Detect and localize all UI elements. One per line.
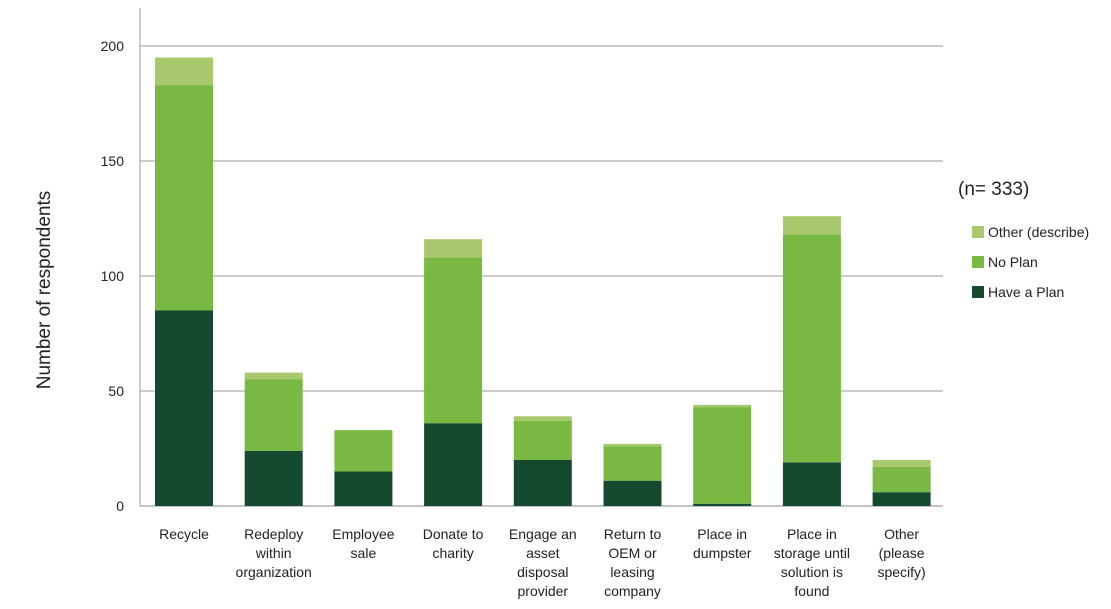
bar-segment	[244, 372, 303, 380]
y-tick-labels: 0 50 100 150 200	[101, 38, 125, 514]
category-label: Return to OEM or leasing company	[604, 526, 662, 599]
category-label: Place in dumpster	[693, 526, 752, 561]
category-label: Other (please specify)	[877, 526, 925, 580]
legend-swatch	[972, 256, 984, 268]
y-tick-label: 200	[101, 38, 125, 54]
y-tick-label: 150	[101, 153, 125, 169]
category-label: Engage an asset disposal provider	[509, 526, 577, 599]
bar-segment	[334, 430, 393, 472]
sample-size-note: (n= 333)	[958, 179, 1029, 200]
bar-segment	[155, 57, 213, 86]
bar-segment	[424, 257, 483, 424]
bar-segment	[603, 443, 662, 447]
y-axis-label: Number of respondents	[34, 191, 55, 390]
bar-segment	[782, 234, 841, 463]
legend-swatch	[972, 226, 984, 238]
bar-segment	[603, 446, 662, 481]
legend-label: Other (describe)	[988, 224, 1089, 240]
bar-segment	[513, 420, 572, 460]
bar-segment	[155, 85, 213, 311]
bar-segment	[244, 450, 303, 506]
bar-segment	[782, 462, 841, 506]
bar-segment	[334, 471, 393, 506]
bar-segment	[693, 407, 752, 504]
category-label: Place in storage until solution is found	[774, 526, 850, 599]
bar-segment	[603, 480, 662, 506]
legend-label: No Plan	[988, 254, 1038, 270]
bar-segment	[872, 492, 931, 506]
category-label: Employee sale	[332, 526, 394, 561]
legend: Other (describe) No Plan Have a Plan	[972, 224, 1089, 300]
legend-label: Have a Plan	[988, 284, 1064, 300]
bars	[155, 57, 931, 506]
bar-segment	[155, 310, 213, 506]
bar-segment	[872, 466, 931, 493]
bar-segment	[513, 416, 572, 421]
category-labels: Recycle Redeploy within organization Employe…	[159, 526, 926, 599]
y-tick-label: 100	[101, 268, 125, 284]
bar-segment	[424, 239, 483, 258]
bar-segment	[693, 404, 752, 408]
bar-segment	[244, 379, 303, 451]
y-tick-label: 50	[108, 383, 124, 399]
category-label: Redeploy within organization	[236, 526, 312, 580]
bar-segment	[693, 503, 752, 506]
bar-segment	[782, 216, 841, 235]
category-label: Recycle	[159, 526, 209, 542]
bar-segment	[872, 460, 931, 467]
y-tick-label: 0	[116, 498, 124, 514]
bar-segment	[513, 460, 572, 506]
bar-segment	[424, 423, 483, 506]
category-label: Donate to charity	[423, 526, 484, 561]
legend-swatch	[972, 286, 984, 298]
